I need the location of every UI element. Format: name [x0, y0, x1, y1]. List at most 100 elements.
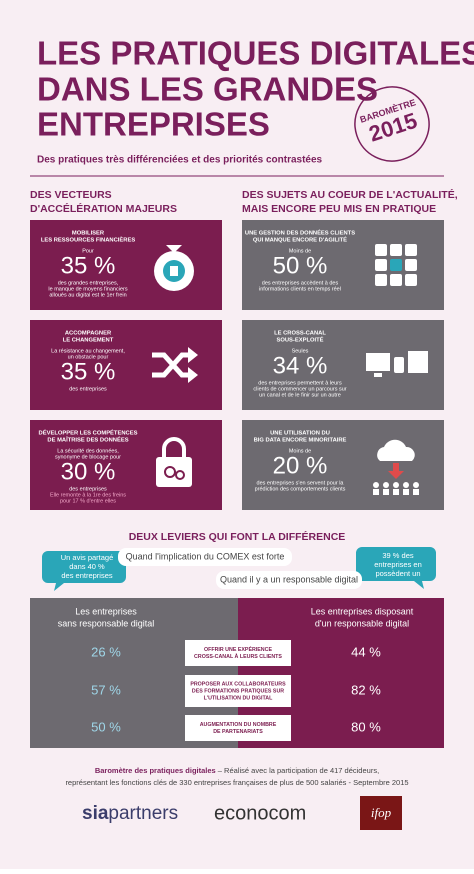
logo-box: [360, 796, 402, 830]
row-label-box: [185, 715, 291, 741]
card-title: LE CROSS-CANAL: [274, 331, 326, 337]
row-value-left: 50 %: [91, 719, 121, 734]
subtitle: Des pratiques très différenciées et des …: [37, 155, 323, 166]
row-label: L'UTILISATION DU DIGITAL: [204, 695, 274, 701]
card-note: pour 17 % d'entre elles: [60, 498, 116, 504]
card-intro: un obstacle pour: [68, 354, 109, 360]
icon: [408, 351, 428, 373]
source: Baromètre des pratiques digitales – Réal…: [95, 766, 379, 775]
row-value-left: 26 %: [91, 644, 121, 659]
icon: [188, 347, 198, 383]
section-heading: DES SUJETS AU COEUR DE L'ACTUALITÉ,: [242, 188, 458, 201]
card-text: un canal et de le finir sur un autre: [259, 392, 341, 398]
row-label-box: [185, 640, 291, 666]
card-title: SOUS-EXPLOITÉ: [276, 336, 323, 344]
icon: [403, 482, 409, 488]
table-header: Les entreprises: [75, 606, 137, 616]
card-text: clients de commencer un parcours sur: [253, 386, 346, 392]
icon: [383, 482, 389, 488]
source: représentant les fonctions clés de 330 e…: [65, 778, 408, 787]
table-header: Les entreprises disposant: [311, 606, 414, 616]
icon: [374, 373, 382, 377]
row-label: PROPOSER AUX COLLABORATEURS: [190, 681, 286, 687]
card-intro: Moins de: [289, 248, 311, 254]
row-label: AUGMENTATION DU NOMBRE: [200, 722, 277, 728]
icon: [403, 489, 409, 495]
card-value: 34 %: [273, 352, 328, 379]
card-intro: synonyme de blocage pour: [55, 454, 121, 460]
card-text: des entreprises permettent à leurs: [258, 380, 342, 386]
card-intro: Moins de: [289, 448, 311, 454]
icon: [175, 470, 185, 480]
section-heading: D'ACCÉLÉRATION MAJEURS: [30, 202, 177, 215]
card-intro: Seules: [292, 348, 309, 354]
table-header: d'un responsable digital: [315, 618, 409, 628]
icon: [405, 259, 417, 271]
icon: [164, 466, 176, 478]
card-bg: [30, 320, 222, 410]
card-text: alloués au digital est le 1er frein: [49, 292, 126, 298]
bubble-text: dans 40 %: [69, 562, 105, 571]
row-value-left: 57 %: [91, 682, 121, 697]
icon: [393, 489, 399, 495]
bubble-text: entreprises en: [374, 560, 422, 569]
card-text: des grandes entreprises,: [58, 280, 119, 286]
card-title: UNE GESTION DES DONNÉES CLIENTS: [245, 229, 355, 237]
card-intro: La sécurité des données,: [57, 448, 119, 454]
title-line: DANS LES GRANDES: [37, 71, 378, 108]
card-title: BIG DATA ENCORE MINORITAIRE: [254, 438, 347, 444]
card-title: DE MAÎTRISE DES DONNÉES: [47, 436, 128, 444]
icon: [375, 244, 387, 256]
card-text: des entreprises: [69, 486, 107, 492]
row-value-right: 82 %: [351, 682, 381, 697]
icon: [393, 482, 399, 488]
row-label-box: [185, 675, 291, 707]
card-text: des entreprises accèdent à des: [262, 280, 339, 286]
icon: [166, 245, 182, 253]
row-label: CROSS-CANAL À LEURS CLIENTS: [194, 653, 282, 660]
lever: Quand l'implication du COMEX est forte: [126, 551, 285, 561]
card-text: le manque de moyens financiers: [48, 286, 127, 292]
title-line: LES PRATIQUES DIGITALES: [37, 35, 474, 72]
bubble-text: Un avis partagé: [61, 553, 114, 562]
row-value-right: 44 %: [351, 644, 381, 659]
table-header: sans responsable digital: [58, 618, 155, 628]
icon: [413, 482, 419, 488]
card-value: 35 %: [61, 252, 116, 279]
icon: [373, 482, 379, 488]
row-value-right: 80 %: [351, 719, 381, 734]
lever: Quand il y a un responsable digital: [220, 574, 358, 584]
icon: [375, 274, 387, 286]
title: LES PRATIQUES DIGITALES DANS LES GRANDES…: [37, 35, 474, 143]
icon: [390, 259, 402, 271]
icon: [394, 357, 404, 373]
card-title: LE CHANGEMENT: [63, 338, 114, 344]
card-value: 35 %: [61, 358, 116, 385]
card-text: prédiction des comportements clients: [255, 486, 346, 492]
card-intro: La résistance au changement,: [51, 348, 125, 354]
row-label: DES FORMATIONS PRATIQUES SUR: [192, 688, 284, 694]
card-title: MOBILISER: [72, 231, 105, 237]
bubble: [42, 551, 126, 591]
section-heading: MAIS ENCORE PEU MIS EN PRATIQUE: [242, 203, 436, 215]
row-label: OFFRIR UNE EXPÉRIENCE: [204, 645, 272, 653]
logo-part: sia: [82, 803, 109, 824]
lever-box: [118, 548, 292, 566]
icon: [390, 244, 402, 256]
card-title: DÉVELOPPER LES COMPÉTENCES: [39, 429, 138, 437]
logo: econocom: [214, 802, 306, 824]
icon: [170, 266, 178, 276]
logo: siapartners: [82, 803, 178, 824]
bubble-text: possèdent un: [375, 569, 420, 578]
card-value: 50 %: [273, 252, 328, 279]
